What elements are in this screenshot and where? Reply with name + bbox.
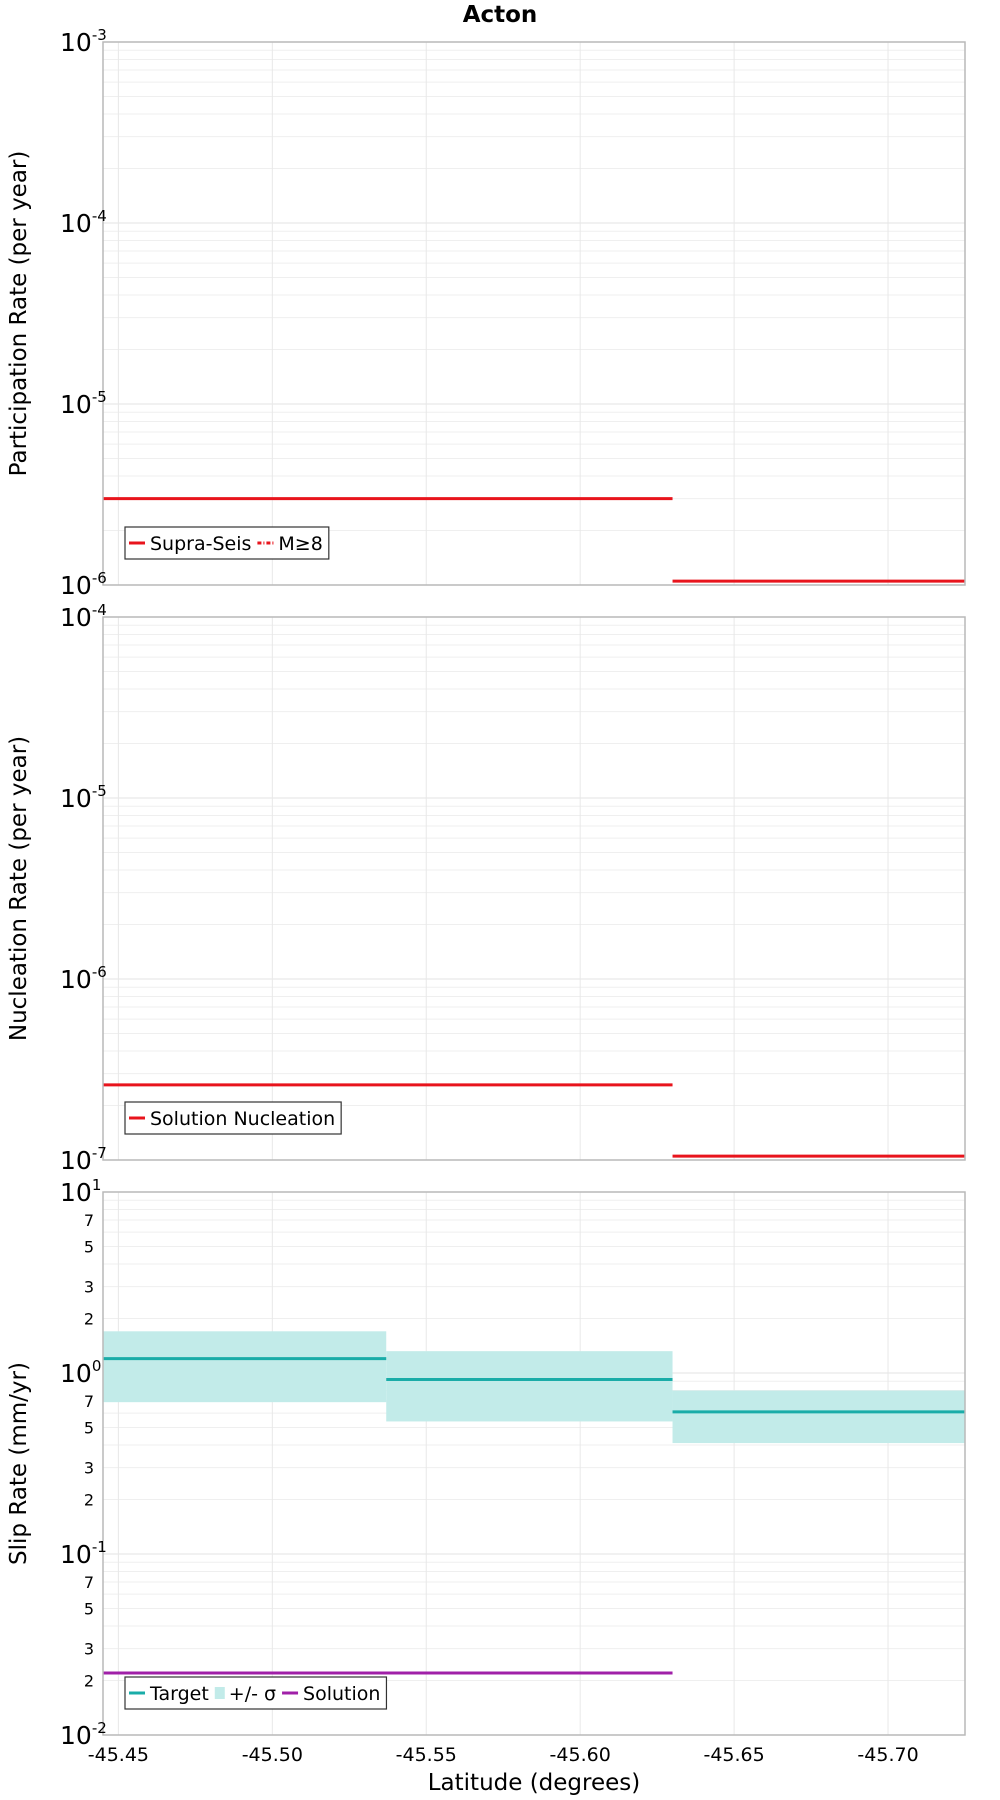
- x-tick-label: -45.50: [242, 1744, 303, 1766]
- legend-label: Supra-Seis: [150, 533, 251, 555]
- panel-nucleation: 10-7 10-6 10-5 10-4 Nucleation Rate (per ye…: [6, 601, 966, 1175]
- legend-box: [124, 526, 330, 560]
- y-tick-label: 10-5: [60, 782, 107, 813]
- sigma-band: [103, 1331, 387, 1403]
- legend-slip-rate: Target +/- σ Solution: [124, 1676, 388, 1710]
- y-tick-label: 101: [60, 1176, 101, 1207]
- y-tick-label: 10-4: [60, 207, 107, 238]
- y-tick-label: 10-3: [60, 26, 107, 57]
- legend-label: Solution Nucleation: [150, 1108, 335, 1130]
- y-axis-label-nucleation: Nucleation Rate (per year): [6, 736, 32, 1041]
- y-minor-tick-label: 7: [84, 1392, 94, 1411]
- y-tick-label: 10-7: [60, 1144, 107, 1175]
- y-axis-label-participation: Participation Rate (per year): [6, 151, 32, 477]
- y-tick-label: 10-1: [60, 1538, 107, 1569]
- y-minor-tick-label: 3: [84, 1278, 94, 1297]
- x-tick-label: -45.55: [396, 1744, 457, 1766]
- y-minor-tick-label: 7: [84, 1573, 94, 1592]
- y-minor-tick-label: 5: [84, 1237, 94, 1256]
- y-minor-tick-label: 3: [84, 1640, 94, 1659]
- y-minor-tick-label: 5: [84, 1418, 94, 1437]
- y-minor-tick-label: 3: [84, 1459, 94, 1478]
- y-axis-label-slip-rate: Slip Rate (mm/yr): [6, 1362, 32, 1565]
- panel-slip-rate: 10-2 10-1 100 101 2 3 5 7 2 3 5 7 2 3 5 7 -45.45 -45.50 -…: [6, 1176, 966, 1766]
- sigma-band: [672, 1390, 965, 1444]
- legend-label: Target: [149, 1683, 209, 1705]
- x-tick-label: -45.60: [550, 1744, 611, 1766]
- legend-nucleation: Solution Nucleation: [124, 1101, 342, 1135]
- y-tick-label: 10-6: [60, 963, 107, 994]
- chart-title: Acton: [463, 2, 538, 28]
- legend-label: M≥8: [278, 533, 322, 555]
- legend-box: [124, 1676, 388, 1710]
- x-tick-label: -45.65: [703, 1744, 764, 1766]
- panel-participation: 10-6 10-5 10-4 10-3 Participation Rate (per…: [6, 26, 966, 600]
- x-tick-label: -45.45: [88, 1744, 149, 1766]
- y-tick-label: 10-5: [60, 388, 107, 419]
- y-minor-tick-label: 5: [84, 1599, 94, 1618]
- y-minor-tick-label: 7: [84, 1211, 94, 1230]
- legend-participation: Supra-Seis M≥8: [124, 526, 330, 560]
- y-tick-label: 100: [60, 1357, 101, 1388]
- x-tick-label: -45.70: [857, 1744, 918, 1766]
- y-tick-label: 10-2: [60, 1719, 107, 1750]
- y-minor-tick-label: 2: [84, 1310, 94, 1329]
- y-tick-label: 10-6: [60, 569, 107, 600]
- x-axis-label: Latitude (degrees): [428, 1770, 641, 1796]
- legend-label: Solution: [303, 1683, 380, 1705]
- legend-label: +/- σ: [229, 1683, 276, 1705]
- sigma-band: [386, 1351, 673, 1422]
- legend-swatch: [214, 1687, 225, 1699]
- y-minor-tick-label: 2: [84, 1491, 94, 1510]
- y-minor-tick-label: 2: [84, 1672, 94, 1691]
- legend-box: [124, 1101, 342, 1135]
- y-tick-label: 10-4: [60, 601, 107, 632]
